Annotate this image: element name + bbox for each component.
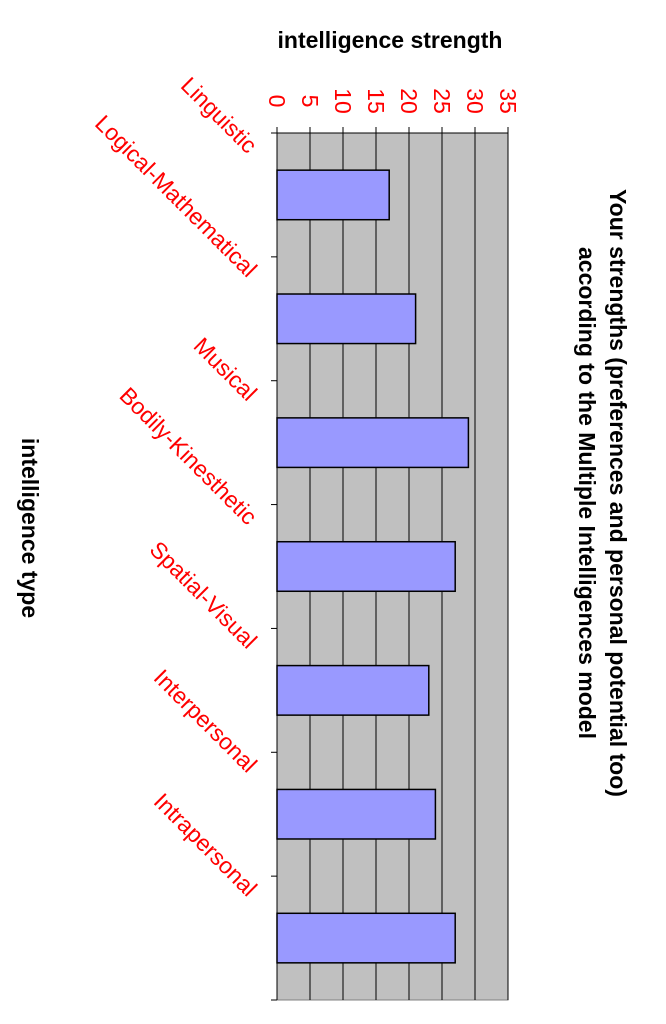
category-label: Interpersonal (149, 664, 262, 777)
bar-intrapersonal (276, 912, 456, 964)
bar-bodily-kinesthetic (276, 540, 456, 593)
value-tick-label: 15 (363, 88, 389, 114)
value-axis-title: intelligence strength (278, 27, 503, 53)
chart-title-line-2: according to the Multiple Intelligences … (574, 247, 600, 739)
value-tick-label: 10 (330, 88, 356, 114)
value-tick-label: 30 (462, 88, 488, 114)
bar-musical (276, 417, 470, 469)
value-tick-label: 0 (264, 95, 290, 108)
category-label: Intrapersonal (149, 788, 262, 901)
bar-logical-mathematical (276, 293, 417, 345)
category-label: Musical (189, 332, 263, 406)
category-label: Bodily-Kinesthetic (115, 382, 263, 530)
bar-interpersonal (276, 788, 437, 840)
category-label: Spatial-Visual (145, 536, 263, 654)
chart-title-line-1: Your strengths (preferences and personal… (605, 189, 631, 797)
bar-spatial-visual (276, 664, 430, 716)
bars (276, 169, 470, 964)
category-label: Linguistic (176, 72, 262, 158)
axes (271, 127, 509, 1001)
category-axis-title: intelligence type (17, 438, 43, 618)
value-tick-label: 5 (297, 95, 323, 108)
value-tick-label: 25 (429, 88, 455, 114)
value-tick-label: 35 (495, 88, 521, 114)
bar-linguistic (276, 169, 390, 221)
value-tick-label: 20 (396, 88, 422, 114)
